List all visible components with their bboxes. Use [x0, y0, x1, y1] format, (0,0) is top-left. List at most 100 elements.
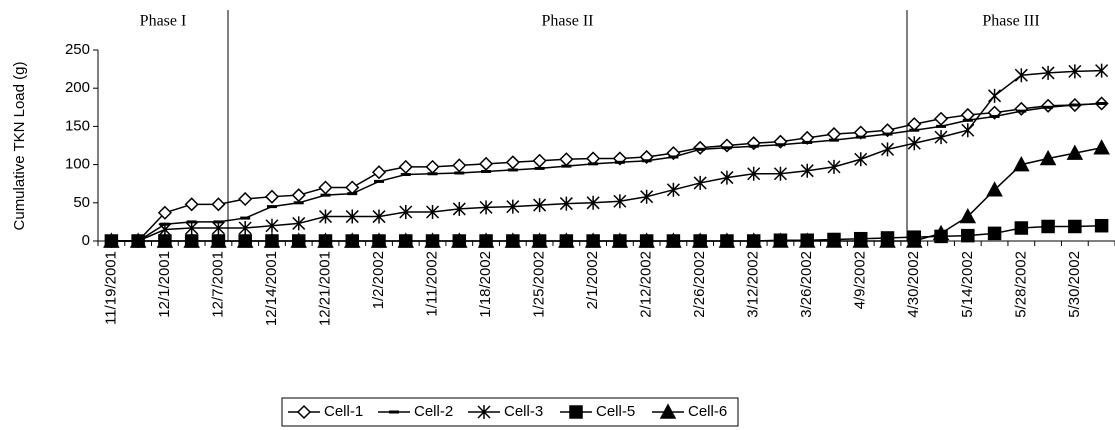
marker — [1068, 64, 1082, 79]
marker — [798, 232, 816, 248]
y-tick-label: 200 — [65, 79, 90, 96]
legend-label: Cell-6 — [688, 403, 727, 420]
x-tick-label: 2/26/2002 — [691, 251, 708, 318]
x-tick-label: 12/21/2001 — [316, 251, 333, 326]
marker — [1016, 109, 1027, 113]
legend-label: Cell-2 — [414, 403, 453, 420]
y-tick-label: 50 — [73, 194, 90, 211]
marker — [264, 189, 280, 204]
x-tick-label: 3/26/2002 — [798, 251, 815, 318]
marker — [693, 175, 707, 190]
marker — [666, 182, 680, 197]
marker — [826, 126, 842, 142]
marker — [318, 180, 333, 195]
marker — [291, 188, 306, 203]
marker — [558, 232, 575, 248]
marker — [1096, 101, 1107, 105]
marker — [1013, 156, 1030, 172]
marker — [1041, 219, 1055, 234]
marker — [1043, 105, 1054, 109]
marker — [103, 232, 120, 248]
series-line — [111, 69, 1102, 242]
marker — [532, 153, 547, 168]
marker — [238, 191, 253, 207]
legend-label: Cell-5 — [596, 403, 635, 420]
marker — [659, 403, 677, 419]
x-tick-label: 12/7/2001 — [209, 251, 226, 318]
marker — [825, 232, 843, 248]
marker — [1041, 98, 1056, 113]
marker — [641, 159, 652, 163]
marker — [745, 232, 762, 248]
marker — [507, 168, 518, 172]
marker — [827, 159, 841, 174]
marker — [296, 404, 312, 420]
marker — [374, 179, 385, 183]
y-tick-label: 0 — [82, 232, 90, 249]
marker — [1066, 144, 1084, 160]
marker — [879, 232, 896, 248]
marker — [1041, 65, 1055, 80]
marker — [290, 232, 307, 248]
marker — [962, 118, 973, 122]
marker — [504, 232, 522, 248]
marker — [640, 189, 654, 204]
marker — [638, 232, 655, 248]
marker — [425, 159, 440, 174]
legend-label: Cell-1 — [324, 403, 363, 420]
marker — [240, 216, 251, 220]
marker — [263, 232, 281, 248]
marker — [588, 162, 599, 166]
x-tick-label: 1/25/2002 — [531, 251, 548, 318]
marker — [855, 135, 866, 139]
marker — [531, 232, 548, 248]
marker — [959, 207, 977, 224]
marker — [611, 232, 629, 248]
marker — [292, 216, 306, 231]
marker — [156, 232, 174, 248]
marker — [561, 164, 572, 168]
marker — [802, 140, 813, 144]
marker — [389, 410, 399, 414]
x-tick-label: 12/1/2001 — [156, 251, 173, 318]
marker — [372, 209, 386, 224]
marker — [210, 232, 227, 248]
marker — [426, 204, 440, 219]
marker — [451, 232, 468, 248]
marker — [989, 114, 1000, 118]
marker — [477, 232, 495, 248]
marker — [317, 232, 334, 248]
marker — [719, 138, 734, 153]
marker — [961, 228, 975, 243]
marker — [852, 232, 870, 248]
marker — [721, 146, 732, 150]
x-tick-label: 4/30/2002 — [905, 251, 922, 318]
marker — [773, 166, 787, 181]
x-tick-label: 2/1/2002 — [584, 251, 601, 309]
marker — [481, 169, 492, 173]
y-axis-label: Cumulative TKN Load (g) — [11, 62, 28, 231]
marker — [266, 205, 277, 209]
marker — [345, 209, 359, 224]
marker — [986, 181, 1003, 197]
marker — [454, 171, 465, 175]
marker — [157, 205, 172, 220]
x-tick-label: 11/19/2001 — [102, 251, 119, 325]
marker — [183, 232, 200, 248]
marker — [293, 201, 304, 205]
marker — [614, 160, 625, 164]
marker — [586, 195, 600, 210]
marker — [347, 192, 358, 196]
marker — [1094, 218, 1109, 233]
x-tick-label: 5/30/2002 — [1066, 251, 1083, 318]
marker — [880, 142, 895, 157]
marker — [452, 158, 467, 173]
marker — [775, 143, 786, 147]
y-tick-label: 100 — [65, 156, 90, 173]
x-tick-label: 1/11/2002 — [424, 251, 441, 317]
x-tick-label: 12/14/2001 — [263, 251, 280, 326]
marker — [691, 232, 709, 248]
phase-label: Phase III — [982, 13, 1039, 30]
marker — [399, 204, 413, 219]
